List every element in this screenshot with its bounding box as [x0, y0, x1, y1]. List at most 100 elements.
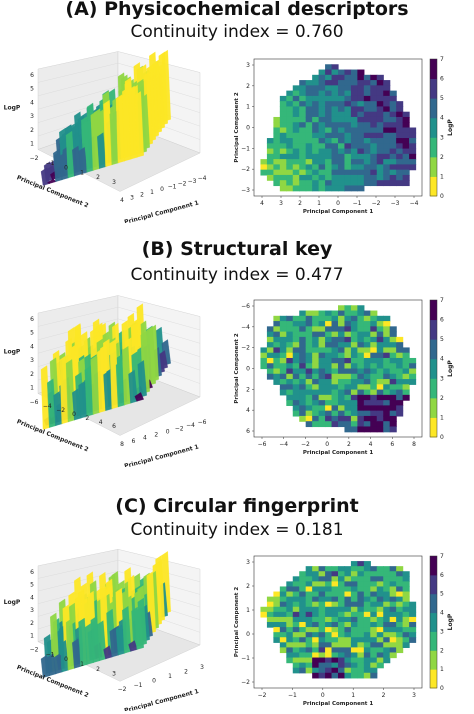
- contour-cell: [325, 138, 333, 144]
- contour-cell: [389, 101, 397, 108]
- contour-cell: [389, 363, 397, 370]
- contour-cell: [299, 368, 307, 375]
- contour-cell: [312, 122, 320, 129]
- contour-cell: [389, 606, 397, 613]
- contour-cell: [292, 164, 300, 171]
- surface-facet: [128, 369, 138, 404]
- surface: [40, 303, 171, 430]
- contour-cell: [312, 132, 320, 139]
- contour-cell: [357, 159, 365, 165]
- contour-cell: [305, 657, 313, 664]
- z-tick: 2: [30, 620, 34, 627]
- contour-cell: [331, 138, 339, 144]
- contour-cell: [357, 169, 365, 176]
- contour-cell: [370, 143, 378, 150]
- contour-cell: [260, 611, 268, 618]
- contour-cell: [409, 637, 417, 643]
- contour-cell: [383, 101, 391, 108]
- surface-facet: [40, 365, 51, 430]
- contour-cell: [312, 632, 320, 638]
- contour-cell: [402, 148, 410, 155]
- contour-cell: [286, 342, 294, 349]
- contour-cell: [331, 373, 339, 380]
- contour-cell: [292, 576, 300, 582]
- x-tick: −1: [134, 682, 143, 689]
- contour-cell: [370, 566, 378, 572]
- contour-cell: [305, 601, 313, 608]
- contour-cell: [266, 138, 274, 144]
- contour-cell: [363, 576, 371, 582]
- contour-cell: [383, 596, 391, 603]
- contour-cell: [338, 384, 346, 391]
- contour-cell: [383, 642, 391, 648]
- contour-cell: [318, 180, 326, 187]
- contour-cell: [383, 116, 391, 123]
- contour-cell: [318, 662, 326, 669]
- colorbar-segment: [430, 574, 437, 595]
- contour-cell: [318, 90, 326, 97]
- contour-cell: [409, 611, 417, 618]
- contour-cell: [286, 363, 294, 370]
- contour-cell: [376, 95, 384, 102]
- contour-cell: [376, 637, 384, 643]
- contour-cell: [389, 652, 397, 659]
- surface: [40, 49, 171, 186]
- contour-cell: [331, 632, 339, 638]
- contour-cell: [376, 85, 384, 92]
- contour-cell: [338, 90, 346, 97]
- contour-cell: [370, 85, 378, 92]
- contour-cell: [363, 352, 371, 359]
- contour-cell: [363, 566, 371, 572]
- contour-cell: [292, 410, 300, 417]
- contour-cell: [325, 637, 333, 643]
- contour-cell: [318, 657, 326, 664]
- contour-cell: [350, 368, 358, 375]
- contour-cell: [318, 566, 326, 572]
- contour-cell: [305, 116, 313, 123]
- contour-cell: [402, 363, 410, 370]
- contour-cell: [383, 576, 391, 582]
- contour-cell: [305, 111, 313, 118]
- contour-cell: [370, 116, 378, 123]
- contour-cell: [266, 326, 274, 333]
- contour-cell: [338, 421, 346, 428]
- contour-cell: [376, 652, 384, 659]
- contour-cell: [273, 379, 281, 385]
- contour-cell: [396, 106, 404, 113]
- contour-cell: [325, 122, 333, 129]
- contour-cell: [312, 657, 320, 664]
- contour-cell: [299, 642, 307, 648]
- contour-cell: [383, 321, 391, 327]
- contour-cell: [325, 342, 333, 349]
- z-axis-label: LogP: [4, 348, 21, 355]
- contour-cell: [338, 357, 346, 364]
- z-tick: 1: [30, 633, 34, 640]
- contour-cell: [286, 384, 294, 391]
- contour-cell: [286, 652, 294, 659]
- contour-cell: [357, 122, 365, 129]
- contour-cell: [292, 581, 300, 588]
- contour-cell: [350, 321, 358, 327]
- contour-cell: [344, 138, 352, 144]
- contour-cell: [312, 315, 320, 322]
- contour-cell: [338, 405, 346, 412]
- contour-cell: [312, 153, 320, 160]
- contour-cell: [331, 571, 339, 577]
- contour-cell: [402, 576, 410, 582]
- contour-cell: [318, 101, 326, 108]
- contour-cell: [357, 363, 365, 370]
- contour-cell: [370, 384, 378, 391]
- y-tick: 0: [64, 656, 68, 663]
- contour-cell: [402, 127, 410, 134]
- contour-cell: [312, 74, 320, 81]
- contour-cell: [370, 347, 378, 354]
- contour-cell: [325, 164, 333, 171]
- contour-cell: [389, 591, 397, 598]
- contour-cell: [325, 80, 333, 86]
- contour-cell: [286, 159, 294, 165]
- contour-cell: [402, 111, 410, 118]
- contour-cell: [363, 637, 371, 643]
- surface-facet: [134, 392, 144, 402]
- contour-cell: [325, 352, 333, 359]
- y-tick: 0: [72, 411, 76, 418]
